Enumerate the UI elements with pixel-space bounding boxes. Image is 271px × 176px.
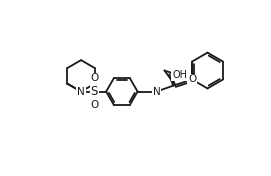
Text: N: N: [77, 87, 85, 97]
Text: O: O: [90, 100, 98, 110]
Text: N: N: [153, 87, 160, 97]
Text: O: O: [188, 74, 196, 84]
Text: OH: OH: [172, 70, 187, 80]
Text: O: O: [90, 73, 98, 83]
Text: S: S: [91, 85, 98, 98]
